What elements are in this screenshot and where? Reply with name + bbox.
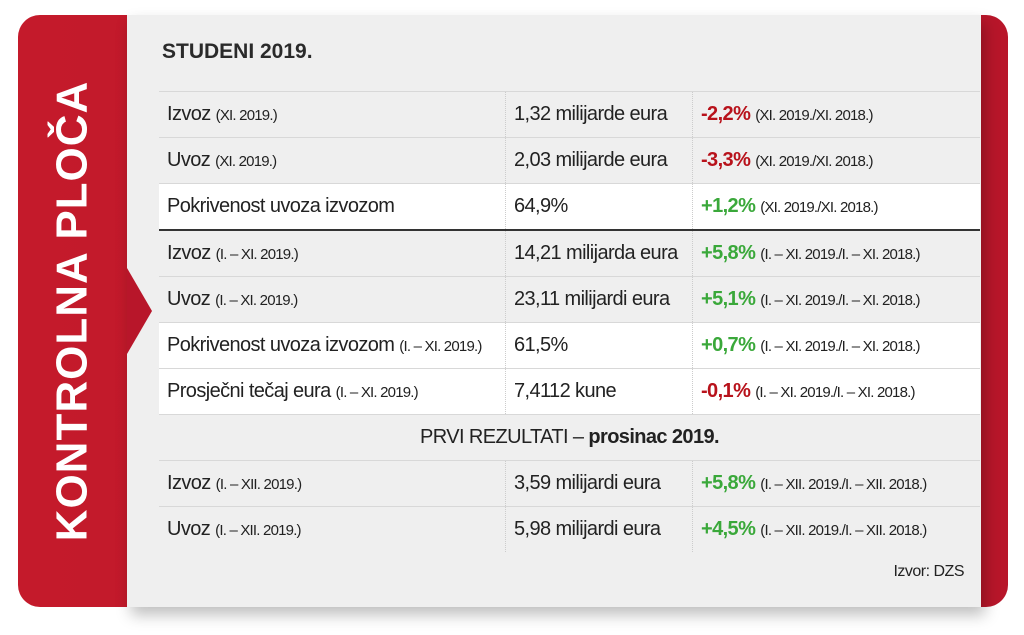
indicator-label: Izvoz bbox=[167, 242, 211, 264]
change-compare: (I. – XI. 2019./I. – XI. 2018.) bbox=[760, 338, 920, 355]
indicator-label: Uvoz bbox=[167, 149, 211, 171]
change-cell: -0,1% (I. – XI. 2019./I. – XI. 2018.) bbox=[692, 368, 980, 415]
indicator-cell: Izvoz (I. – XII. 2019.) bbox=[159, 460, 506, 507]
table-row: Uvoz (I. – XII. 2019.) 5,98 milijardi eu… bbox=[159, 506, 980, 552]
indicator-period: (XI. 2019.) bbox=[215, 153, 277, 170]
section-row: PRVI REZULTATI – prosinac 2019. bbox=[159, 414, 980, 461]
value-cell: 3,59 milijardi eura bbox=[505, 460, 693, 507]
indicator-cell: Uvoz (I. – XII. 2019.) bbox=[159, 506, 506, 552]
indicator-label: Uvoz bbox=[167, 518, 211, 540]
change-value: +1,2% bbox=[701, 195, 756, 217]
heading: STUDENI 2019. bbox=[162, 40, 313, 63]
indicator-cell: Pokrivenost uvoza izvozom bbox=[159, 183, 506, 230]
change-value: +0,7% bbox=[701, 334, 756, 356]
change-cell: +4,5% (I. – XII. 2019./I. – XII. 2018.) bbox=[692, 506, 980, 552]
change-compare: (I. – XI. 2019./I. – XI. 2018.) bbox=[760, 292, 920, 309]
indicator-cell: Pokrivenost uvoza izvozom (I. – XI. 2019… bbox=[159, 322, 506, 369]
indicator-label: Prosječni tečaj eura bbox=[167, 380, 331, 402]
change-cell: +5,8% (I. – XII. 2019./I. – XII. 2018.) bbox=[692, 460, 980, 507]
section-title: PRVI REZULTATI – prosinac 2019. bbox=[159, 414, 980, 461]
change-cell: -2,2% (XI. 2019./XI. 2018.) bbox=[692, 91, 980, 138]
change-value: +5,1% bbox=[701, 288, 756, 310]
indicator-period: (I. – XI. 2019.) bbox=[399, 338, 482, 355]
indicator-label: Pokrivenost uvoza izvozom bbox=[167, 195, 395, 217]
change-value: +5,8% bbox=[701, 472, 756, 494]
value-cell: 2,03 milijarde eura bbox=[505, 137, 693, 184]
indicator-label: Izvoz bbox=[167, 472, 211, 494]
indicator-period: (I. – XII. 2019.) bbox=[215, 476, 302, 493]
change-compare: (XI. 2019./XI. 2018.) bbox=[755, 153, 873, 170]
table-row: Pokrivenost uvoza izvozom (I. – XI. 2019… bbox=[159, 322, 980, 369]
change-cell: +5,8% (I. – XI. 2019./I. – XI. 2018.) bbox=[692, 229, 980, 277]
indicator-period: (XI. 2019.) bbox=[215, 107, 278, 124]
arrow-pointer-icon bbox=[127, 268, 152, 354]
value-cell: 14,21 milijarda eura bbox=[505, 229, 693, 277]
indicator-label: Uvoz bbox=[167, 288, 211, 310]
change-value: +5,8% bbox=[701, 242, 756, 264]
table-row: Uvoz (XI. 2019.) 2,03 milijarde eura -3,… bbox=[159, 137, 980, 184]
value-cell: 7,4112 kune bbox=[505, 368, 693, 415]
indicator-cell: Izvoz (XI. 2019.) bbox=[159, 91, 506, 138]
table-row: Uvoz (I. – XI. 2019.) 23,11 milijardi eu… bbox=[159, 276, 980, 323]
side-title: KONTROLNA PLOČA bbox=[47, 80, 97, 542]
indicator-cell: Prosječni tečaj eura (I. – XI. 2019.) bbox=[159, 368, 506, 415]
indicator-cell: Uvoz (XI. 2019.) bbox=[159, 137, 506, 184]
indicator-cell: Izvoz (I. – XI. 2019.) bbox=[159, 229, 506, 277]
table-row: Pokrivenost uvoza izvozom 64,9% +1,2% (X… bbox=[159, 183, 980, 230]
value-cell: 1,32 milijarde eura bbox=[505, 91, 693, 138]
change-compare: (XI. 2019./XI. 2018.) bbox=[755, 107, 873, 124]
table-row: Prosječni tečaj eura (I. – XI. 2019.) 7,… bbox=[159, 368, 980, 415]
indicator-label: Izvoz bbox=[167, 103, 211, 125]
indicator-period: (I. – XII. 2019.) bbox=[215, 522, 301, 539]
table-row: Izvoz (XI. 2019.) 1,32 milijarde eura -2… bbox=[159, 91, 980, 138]
value-cell: 61,5% bbox=[505, 322, 693, 369]
change-cell: +1,2% (XI. 2019./XI. 2018.) bbox=[692, 183, 980, 230]
indicator-period: (I. – XI. 2019.) bbox=[215, 246, 299, 263]
change-value: +4,5% bbox=[701, 518, 756, 540]
value-cell: 5,98 milijardi eura bbox=[505, 506, 693, 552]
source-note: Izvor: DZS bbox=[893, 563, 964, 580]
table-row: Izvoz (I. – XII. 2019.) 3,59 milijardi e… bbox=[159, 460, 980, 507]
value-cell: 23,11 milijardi eura bbox=[505, 276, 693, 323]
stats-table: Izvoz (XI. 2019.) 1,32 milijarde eura -2… bbox=[159, 91, 980, 552]
change-compare: (XI. 2019./XI. 2018.) bbox=[760, 199, 878, 216]
indicator-label: Pokrivenost uvoza izvozom bbox=[167, 334, 395, 356]
change-compare: (I. – XII. 2019./I. – XII. 2018.) bbox=[760, 476, 927, 493]
change-cell: +0,7% (I. – XI. 2019./I. – XI. 2018.) bbox=[692, 322, 980, 369]
change-compare: (I. – XI. 2019./I. – XI. 2018.) bbox=[760, 246, 920, 263]
indicator-period: (I. – XI. 2019.) bbox=[335, 384, 419, 401]
change-cell: +5,1% (I. – XI. 2019./I. – XI. 2018.) bbox=[692, 276, 980, 323]
change-value: -2,2% bbox=[701, 103, 751, 125]
indicator-cell: Uvoz (I. – XI. 2019.) bbox=[159, 276, 506, 323]
change-compare: (I. – XI. 2019./I. – XI. 2018.) bbox=[755, 384, 915, 401]
change-compare: (I. – XII. 2019./I. – XII. 2018.) bbox=[760, 522, 927, 539]
indicator-period: (I. – XI. 2019.) bbox=[215, 292, 298, 309]
change-cell: -3,3% (XI. 2019./XI. 2018.) bbox=[692, 137, 980, 184]
side-band: KONTROLNA PLOČA bbox=[18, 15, 127, 607]
table-row: Izvoz (I. – XI. 2019.) 14,21 milijarda e… bbox=[159, 229, 980, 277]
change-value: -0,1% bbox=[701, 380, 751, 402]
change-value: -3,3% bbox=[701, 149, 751, 171]
value-cell: 64,9% bbox=[505, 183, 693, 230]
